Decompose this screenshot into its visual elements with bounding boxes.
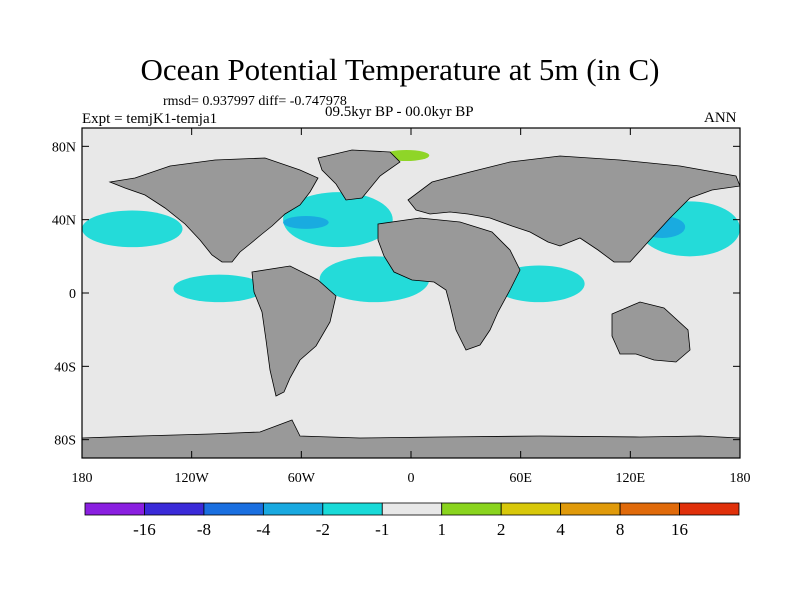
- colorbar-segment-9: [619, 502, 680, 516]
- chart-title: Ocean Potential Temperature at 5m (in C): [140, 52, 660, 87]
- colorbar-segment-3: [262, 502, 324, 516]
- colorbar-label-9: 16: [671, 520, 688, 539]
- x-tick-label-4: 60E: [509, 471, 532, 486]
- land-greenland: [317, 149, 401, 201]
- anomaly-region-3: [173, 274, 265, 303]
- anomaly-region-0: [82, 210, 183, 248]
- x-tick-label-5: 120E: [616, 471, 646, 486]
- colorbar-label-7: 4: [556, 520, 565, 539]
- y-tick-label-0: 80N: [52, 140, 76, 155]
- colorbar-segment-1: [144, 502, 205, 516]
- colorbar-label-3: -2: [316, 520, 330, 539]
- y-tick-label-1: 40N: [52, 214, 76, 229]
- y-tick-label-2: 0: [69, 287, 76, 302]
- colorbar-label-6: 2: [497, 520, 506, 539]
- colorbar-segment-5: [381, 502, 443, 516]
- colorbar-label-5: 1: [437, 520, 446, 539]
- season-label: ANN: [704, 110, 737, 126]
- experiment-label: Expt = temjK1-temja1: [82, 111, 218, 127]
- colorbar-label-2: -4: [256, 520, 271, 539]
- y-tick-label-4: 80S: [54, 434, 76, 449]
- land-africa: [377, 217, 521, 351]
- x-tick-label-3: 0: [408, 471, 415, 486]
- anomaly-region-6: [283, 216, 329, 229]
- land-australia: [611, 301, 691, 363]
- stats-label: rmsd= 0.937997 diff= -0.747978: [163, 94, 347, 109]
- x-tick-label-1: 120W: [175, 471, 210, 486]
- land-south-america: [251, 265, 337, 397]
- colorbar-segment-10: [679, 502, 740, 516]
- x-tick-label-6: 180: [730, 471, 751, 486]
- y-tick-label-3: 40S: [54, 360, 76, 375]
- colorbar-label-4: -1: [375, 520, 389, 539]
- x-tick-label-2: 60W: [288, 471, 316, 486]
- land-eurasia: [407, 155, 740, 263]
- colorbar-label-8: 8: [616, 520, 625, 539]
- land-antarctica: [82, 419, 740, 458]
- colorbar: -16 -8 -4 -2 -1 1 2 4 8 16: [84, 502, 740, 539]
- land-north-america: [108, 157, 319, 263]
- colorbar-segment-6: [441, 502, 502, 516]
- colorbar-label-0: -16: [133, 520, 156, 539]
- colorbar-segment-2: [203, 502, 264, 516]
- colorbar-segment-7: [500, 502, 562, 516]
- x-tick-label-0: 180: [72, 471, 93, 486]
- colorbar-label-1: -8: [197, 520, 211, 539]
- colorbar-segment-0: [84, 502, 145, 516]
- anomaly-region-1: [283, 192, 393, 248]
- period-label: 09.5kyr BP - 00.0kyr BP: [325, 104, 474, 120]
- colorbar-segment-4: [322, 502, 383, 516]
- colorbar-segment-8: [560, 502, 621, 516]
